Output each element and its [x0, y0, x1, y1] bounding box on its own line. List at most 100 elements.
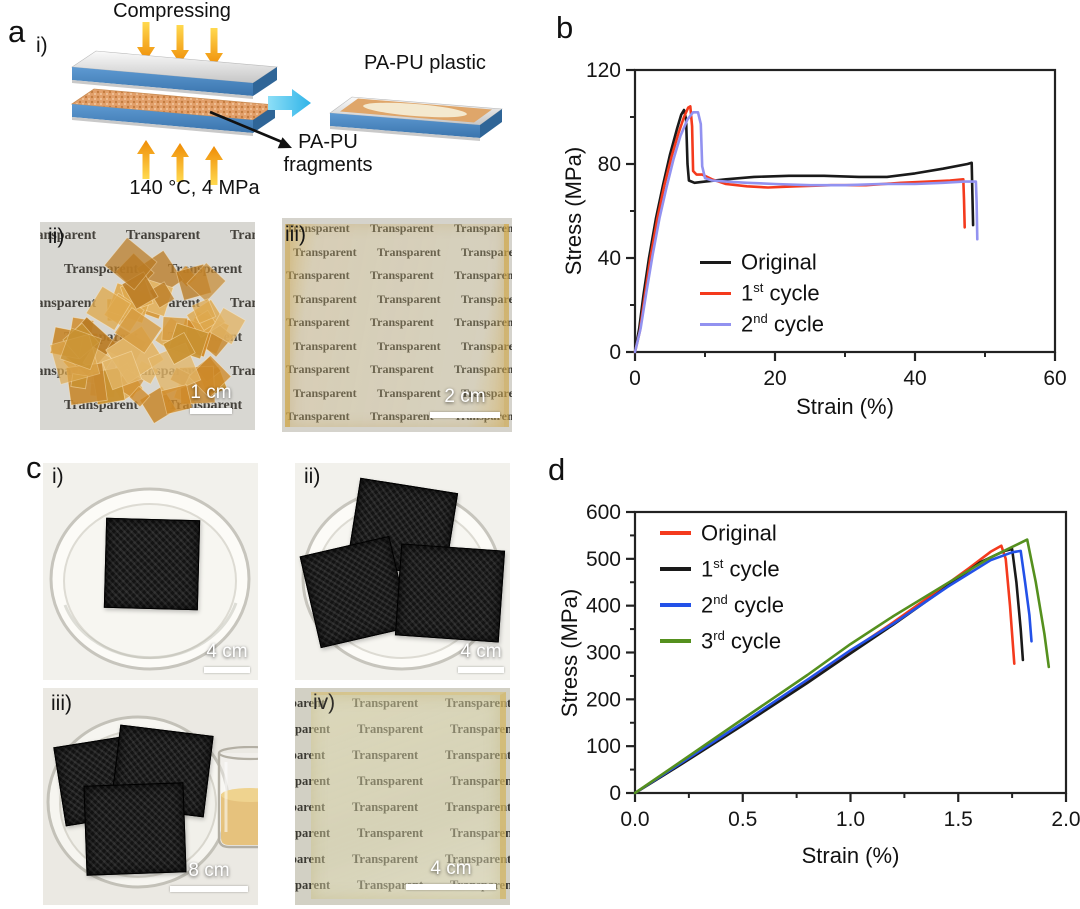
- stress-strain-chart-composite: 0.0 0.5 1.0 1.5 2.0 0 100 200 300 400 500 600: [586, 501, 1080, 831]
- svg-text:100: 100: [586, 735, 621, 758]
- fragments-label: PA-PU fragments: [270, 131, 386, 177]
- resin-beaker: [217, 746, 258, 849]
- svg-text:500: 500: [586, 548, 621, 571]
- amber-flakes: [49, 237, 246, 424]
- legend-swatch-1st-cycle: [700, 291, 731, 296]
- scalebar-1cm: 1 cm: [176, 382, 246, 414]
- scalebar-line: [170, 886, 248, 892]
- photo-ci-sublabel: i): [52, 465, 64, 488]
- svg-text:1.5: 1.5: [944, 808, 973, 831]
- scalebar-4cm: 4 cm: [403, 858, 499, 890]
- chart-d-container: 0.0 0.5 1.0 1.5 2.0 0 100 200 300 400 500 600 Strai…: [540, 460, 1080, 900]
- chart-b-legend: Original 1st cycle 2nd cycle: [700, 247, 824, 340]
- photo-cii-sublabel: ii): [304, 465, 321, 488]
- photo-composite-dish-2: ii) 4 cm: [295, 463, 510, 680]
- svg-text:200: 200: [586, 688, 621, 711]
- svg-text:60: 60: [1043, 367, 1066, 390]
- chart-d-x-axis-label: Strain (%): [801, 843, 900, 868]
- legend-item-1st-cycle: 1st cycle: [700, 278, 824, 309]
- legend-item-original: Original: [700, 247, 824, 278]
- scalebar-4cm: 4 cm: [455, 641, 507, 673]
- legend-item-3rd-cycle: 3rd cycle: [660, 623, 784, 659]
- legend-label-1st-cycle: 1st cycle: [701, 555, 780, 582]
- svg-text:40: 40: [903, 367, 926, 390]
- svg-text:20: 20: [763, 367, 786, 390]
- svg-text:40: 40: [598, 247, 621, 270]
- scalebar-label: 2 cm: [444, 386, 486, 407]
- svg-text:0.5: 0.5: [728, 808, 757, 831]
- compressing-label: Compressing: [113, 0, 231, 22]
- scalebar-line: [406, 884, 496, 890]
- chart-d-y-axis-label: Stress (MPa): [557, 588, 582, 718]
- process-arrow: [268, 89, 311, 117]
- scalebar-4cm: 4 cm: [201, 641, 253, 673]
- scalebar-line: [430, 412, 500, 418]
- svg-text:600: 600: [586, 501, 621, 524]
- svg-text:0.0: 0.0: [620, 808, 649, 831]
- svg-text:400: 400: [586, 595, 621, 618]
- legend-label-1st-cycle: 1st cycle: [741, 280, 820, 306]
- photo-aiii-sublabel: iii): [285, 223, 306, 246]
- result-plate: [329, 96, 503, 141]
- chart-b-container: 0 20 40 60 0 40 80 120 Strain (%) Stress (MPa) …: [540, 0, 1080, 445]
- panel-d-label: d: [548, 452, 566, 487]
- top-press-plate: [71, 50, 278, 99]
- legend-label-original: Original: [741, 249, 817, 275]
- compress-down-arrows: [137, 22, 223, 67]
- panel-a-sub-i: i): [36, 34, 48, 57]
- photo-composite-dish-1: i) 4 cm: [43, 463, 258, 680]
- scalebar-8cm: 8 cm: [167, 860, 251, 892]
- legend-item-2nd-cycle: 2nd cycle: [660, 587, 784, 623]
- carbon-fabric-piece: [394, 543, 506, 643]
- svg-text:0: 0: [609, 341, 621, 364]
- legend-label-2nd-cycle: 2nd cycle: [741, 311, 824, 337]
- legend-swatch-original: [660, 531, 691, 535]
- fragments-pointer-arrow: [209, 110, 292, 149]
- scalebar-label: 4 cm: [430, 858, 472, 879]
- legend-label-3rd-cycle: 3rd cycle: [701, 627, 782, 654]
- fragments-label-line1: PA-PU: [298, 131, 358, 153]
- svg-text:0: 0: [609, 782, 621, 805]
- stress-strain-chart-compressed-plastic: 0 20 40 60 0 40 80 120: [586, 59, 1067, 390]
- chart-b-x-axis-label: Strain (%): [796, 394, 894, 419]
- legend-item-original: Original: [660, 515, 784, 551]
- photo-pressed-sheet: TransparentTransparentTransparentTranspa…: [282, 218, 512, 432]
- product-label: PA-PU plastic: [364, 52, 486, 74]
- svg-text:2.0: 2.0: [1051, 808, 1080, 831]
- panel-b-label: b: [556, 10, 574, 45]
- carbon-fabric-square: [103, 517, 201, 611]
- compress-up-arrows: [137, 140, 223, 185]
- legend-swatch-original: [700, 260, 731, 265]
- svg-text:1.0: 1.0: [836, 808, 865, 831]
- scalebar-line: [204, 667, 250, 673]
- scalebar-label: 1 cm: [190, 382, 232, 403]
- photo-civ-sublabel: iv): [313, 691, 336, 714]
- chart-d-legend: Original 1st cycle 2nd cycle 3rd cycle: [660, 515, 784, 659]
- transparent-film-overlay: [311, 692, 506, 899]
- photo-aii-sublabel: ii): [48, 225, 65, 248]
- scalebar-label: 4 cm: [206, 641, 248, 662]
- photo-recovered-film: TransparentTransparentTransparentTranspa…: [295, 688, 510, 905]
- svg-text:120: 120: [586, 59, 621, 82]
- fragments-label-line2: fragments: [283, 154, 373, 176]
- scalebar-line: [190, 408, 232, 414]
- transparent-film-overlay: [285, 224, 509, 427]
- legend-label-original: Original: [701, 520, 777, 546]
- photo-fragments: TransparentTransparentTransparentTranspa…: [40, 222, 255, 430]
- svg-text:0: 0: [629, 367, 641, 390]
- scalebar-label: 8 cm: [188, 860, 230, 881]
- legend-swatch-1st-cycle: [660, 567, 691, 571]
- process-condition-label: 140 °C, 4 MPa: [129, 177, 260, 199]
- panel-a-label: a: [8, 14, 26, 49]
- legend-swatch-2nd-cycle: [700, 322, 731, 327]
- scalebar-label: 4 cm: [460, 641, 502, 662]
- legend-label-2nd-cycle: 2nd cycle: [701, 591, 784, 618]
- legend-item-2nd-cycle: 2nd cycle: [700, 309, 824, 340]
- legend-item-1st-cycle: 1st cycle: [660, 551, 784, 587]
- svg-text:80: 80: [598, 153, 621, 176]
- scalebar-2cm: 2 cm: [428, 386, 502, 418]
- scalebar-line: [458, 667, 504, 673]
- svg-text:300: 300: [586, 642, 621, 665]
- legend-swatch-2nd-cycle: [660, 603, 691, 607]
- chart-b-y-axis-label: Stress (MPa): [561, 146, 586, 276]
